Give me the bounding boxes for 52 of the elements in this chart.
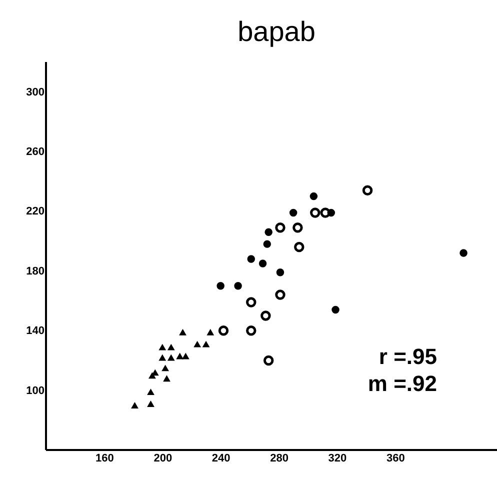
point (332, 306, 340, 314)
point (179, 328, 186, 336)
point (258, 260, 267, 268)
point (202, 340, 210, 348)
point (264, 228, 272, 236)
point (216, 282, 224, 290)
point (460, 249, 468, 257)
point (320, 208, 330, 218)
point (147, 388, 154, 396)
x-tick-label: 160 (96, 452, 114, 464)
point (163, 375, 170, 382)
x-tick-label: 240 (212, 452, 230, 464)
point (275, 290, 286, 300)
point (162, 364, 170, 372)
point (234, 282, 242, 290)
y-tick-label: 220 (26, 206, 44, 218)
point (289, 208, 298, 217)
point (167, 344, 175, 350)
point (246, 326, 256, 336)
point (260, 310, 271, 321)
point (310, 192, 318, 200)
point (275, 222, 286, 233)
y-tick-label: 140 (26, 325, 44, 338)
point (362, 185, 373, 196)
point (247, 255, 256, 263)
annotation: m =.92 (368, 371, 437, 396)
point (158, 344, 166, 350)
x-tick-label: 280 (270, 452, 288, 464)
point (263, 355, 274, 366)
point (147, 400, 154, 407)
point (167, 354, 175, 361)
annotation: r =.95 (378, 344, 437, 369)
y-tick-label: 300 (26, 86, 44, 98)
x-tick-label: 320 (328, 452, 347, 464)
point (206, 328, 214, 336)
y-tick-label: 180 (26, 265, 44, 278)
point (292, 222, 303, 233)
point (276, 268, 284, 276)
point (131, 402, 138, 408)
x-tick-label: 200 (154, 452, 172, 464)
point (310, 208, 320, 218)
chart-title: bapab (238, 16, 316, 47)
point (246, 297, 256, 308)
x-tick-label: 360 (386, 452, 405, 464)
point (218, 326, 229, 336)
point (294, 242, 304, 252)
y-tick-label: 260 (26, 146, 44, 158)
point (194, 340, 202, 348)
point (263, 240, 272, 248)
point (158, 354, 166, 361)
y-tick-label: 100 (26, 384, 44, 397)
point (182, 352, 190, 360)
